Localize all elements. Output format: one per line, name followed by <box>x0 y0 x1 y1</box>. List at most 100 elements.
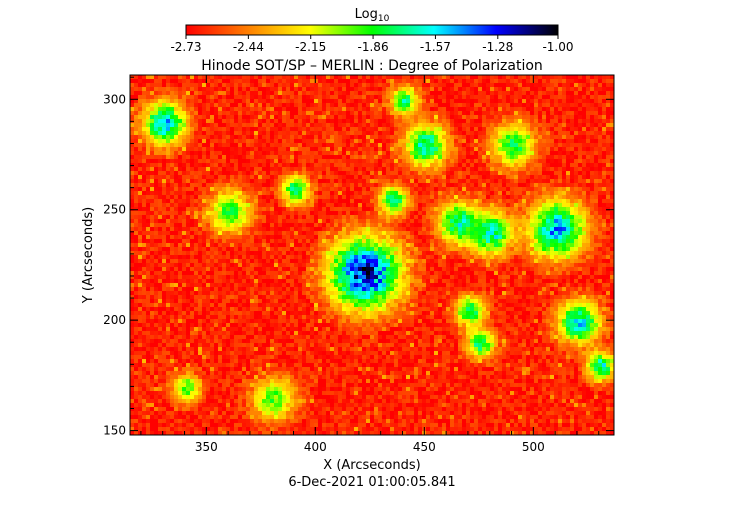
heatmap-cell <box>606 223 610 227</box>
heatmap-cell <box>246 155 250 159</box>
heatmap-cell <box>446 231 450 235</box>
heatmap-cell <box>222 219 226 223</box>
heatmap-cell <box>494 107 498 111</box>
heatmap-cell <box>438 219 442 223</box>
heatmap-cell <box>574 75 578 79</box>
heatmap-cell <box>202 107 206 111</box>
heatmap-cell <box>258 147 262 151</box>
heatmap-cell <box>150 99 154 103</box>
heatmap-cell <box>342 155 346 159</box>
heatmap-cell <box>526 183 530 187</box>
heatmap-cell <box>370 203 374 207</box>
heatmap-cell <box>574 139 578 143</box>
heatmap-cell <box>218 127 222 131</box>
heatmap-cell <box>410 163 414 167</box>
heatmap-cell <box>198 139 202 143</box>
heatmap-cell <box>314 131 318 135</box>
heatmap-cell <box>514 231 518 235</box>
heatmap-cell <box>390 219 394 223</box>
heatmap-cell <box>286 231 290 235</box>
heatmap-cell <box>266 219 270 223</box>
heatmap-cell <box>354 207 358 211</box>
heatmap-cell <box>562 183 566 187</box>
heatmap-cell <box>606 199 610 203</box>
heatmap-cell <box>222 235 226 239</box>
heatmap-cell <box>502 231 506 235</box>
heatmap-cell <box>234 131 238 135</box>
heatmap-cell <box>334 127 338 131</box>
heatmap-cell <box>158 175 162 179</box>
heatmap-cell <box>206 175 210 179</box>
heatmap-cell <box>402 155 406 159</box>
heatmap-cell <box>342 87 346 91</box>
heatmap-cell <box>498 183 502 187</box>
heatmap-cell <box>438 83 442 87</box>
heatmap-cell <box>246 171 250 175</box>
heatmap-cell <box>138 139 142 143</box>
heatmap-cell <box>314 95 318 99</box>
heatmap-cell <box>362 207 366 211</box>
heatmap-cell <box>198 83 202 87</box>
heatmap-cell <box>478 203 482 207</box>
heatmap-cell <box>586 231 590 235</box>
heatmap-cell <box>322 227 326 231</box>
heatmap-cell <box>510 143 514 147</box>
heatmap-cell <box>570 155 574 159</box>
heatmap-cell <box>362 131 366 135</box>
heatmap-cell <box>410 79 414 83</box>
heatmap-cell <box>430 163 434 167</box>
heatmap-cell <box>514 115 518 119</box>
heatmap-cell <box>486 195 490 199</box>
heatmap-cell <box>214 103 218 107</box>
heatmap-cell <box>530 139 534 143</box>
heatmap-cell <box>546 127 550 131</box>
heatmap-cell <box>258 155 262 159</box>
heatmap-cell <box>302 107 306 111</box>
heatmap-cell <box>398 219 402 223</box>
heatmap-cell <box>518 187 522 191</box>
heatmap-cell <box>554 159 558 163</box>
heatmap-cell <box>422 159 426 163</box>
heatmap-cell <box>170 131 174 135</box>
heatmap-cell <box>170 227 174 231</box>
heatmap-cell <box>242 211 246 215</box>
heatmap-cell <box>570 107 574 111</box>
heatmap-cell <box>442 99 446 103</box>
heatmap-cell <box>246 227 250 231</box>
heatmap-cell <box>490 175 494 179</box>
heatmap-cell <box>494 235 498 239</box>
heatmap-cell <box>250 219 254 223</box>
heatmap-cell <box>502 119 506 123</box>
heatmap-cell <box>142 187 146 191</box>
heatmap-cell <box>466 187 470 191</box>
heatmap-cell <box>358 235 362 239</box>
heatmap-cell <box>430 155 434 159</box>
heatmap-cell <box>406 91 410 95</box>
heatmap-cell <box>266 151 270 155</box>
heatmap-cell <box>226 187 230 191</box>
heatmap-cell <box>478 223 482 227</box>
heatmap-cell <box>442 151 446 155</box>
heatmap-cell <box>146 167 150 171</box>
heatmap-cell <box>398 159 402 163</box>
heatmap-cell <box>330 227 334 231</box>
heatmap-cell <box>498 167 502 171</box>
heatmap-cell <box>602 195 606 199</box>
heatmap-cell <box>218 175 222 179</box>
heatmap-cell <box>194 91 198 95</box>
heatmap-cell <box>514 187 518 191</box>
heatmap-cell <box>534 103 538 107</box>
heatmap-cell <box>314 175 318 179</box>
heatmap-cell <box>526 91 530 95</box>
heatmap-cell <box>386 163 390 167</box>
heatmap-cell <box>354 183 358 187</box>
heatmap-cell <box>334 79 338 83</box>
heatmap-cell <box>502 115 506 119</box>
heatmap-cell <box>282 119 286 123</box>
heatmap-cell <box>302 231 306 235</box>
heatmap-cell <box>258 103 262 107</box>
heatmap-cell <box>198 219 202 223</box>
heatmap-cell <box>222 143 226 147</box>
heatmap-cell <box>134 99 138 103</box>
heatmap-cell <box>130 139 134 143</box>
